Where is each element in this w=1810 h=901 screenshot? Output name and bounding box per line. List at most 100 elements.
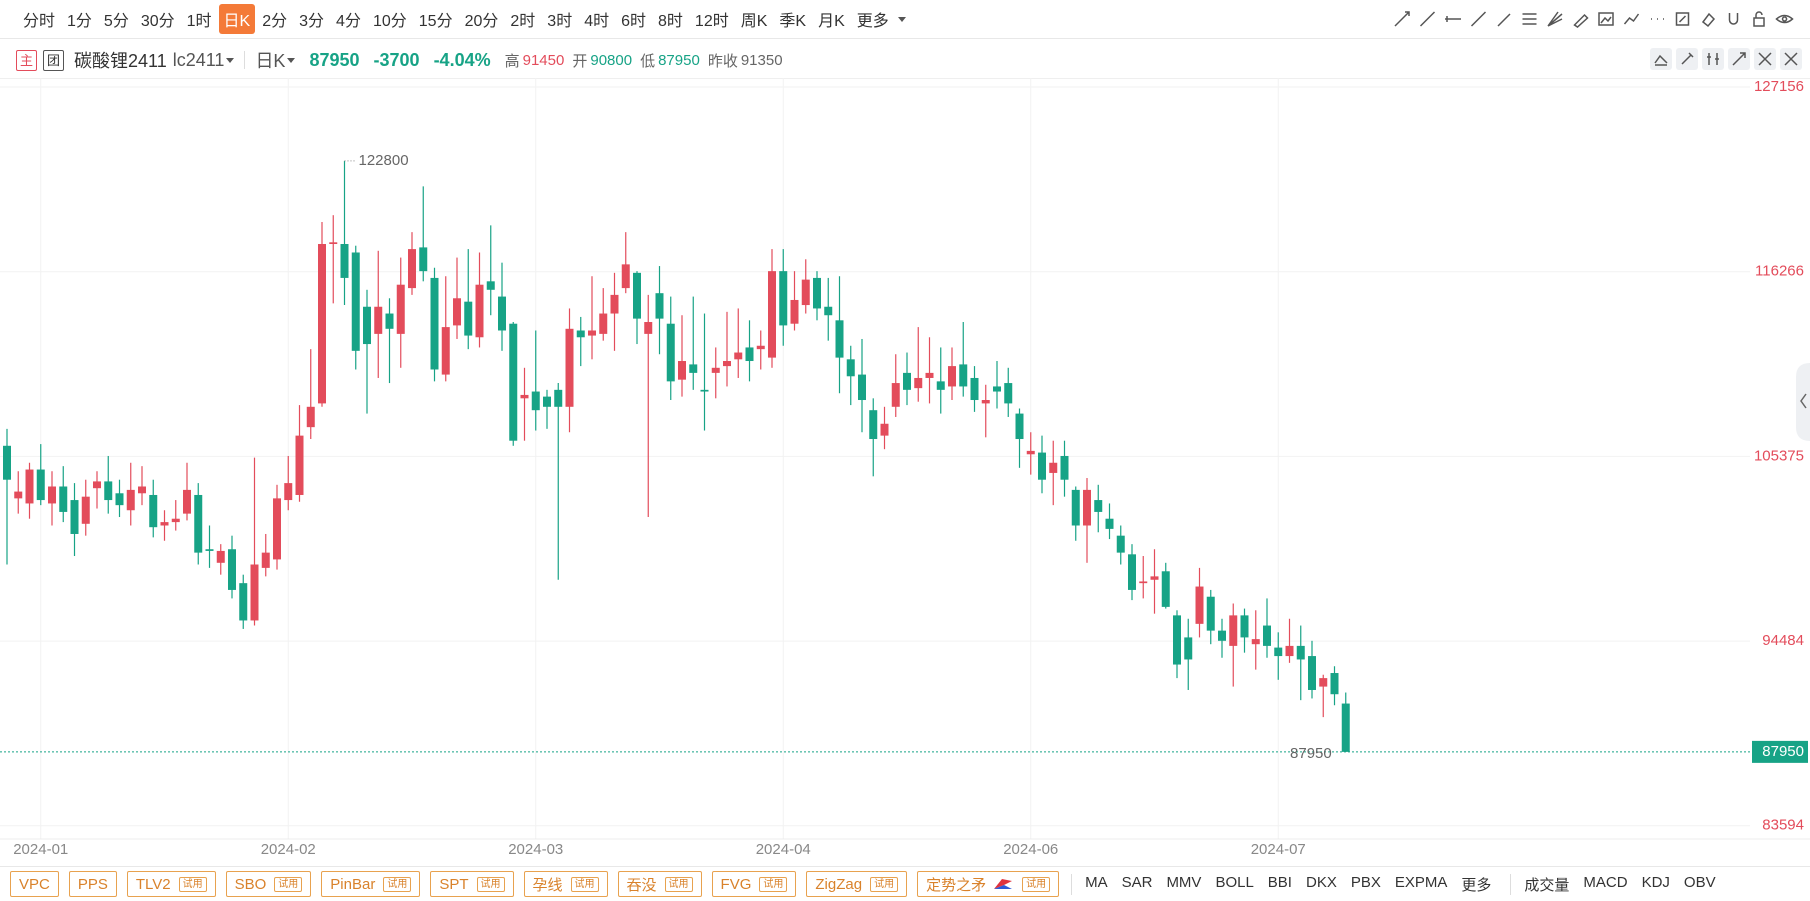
side-collapse-tab[interactable] [1796, 363, 1810, 441]
indicator-button[interactable]: 更多 [1461, 876, 1492, 894]
tool-icon[interactable] [1701, 12, 1716, 28]
tool-icon[interactable] [1675, 12, 1690, 26]
x-tick-label: 2024-06 [1003, 841, 1058, 858]
candle-body [633, 272, 641, 319]
period-button[interactable]: 10分 [372, 13, 407, 30]
study-button[interactable]: 定势之矛 试用 [917, 871, 1060, 897]
period-list: 分时 1分 5分 30分 1时 日K 2分 3分 4分 10分 15分 20分 2时 3时 4时 6时 8时 12… [0, 4, 906, 34]
study-button[interactable]: TLV2 试用 [126, 871, 216, 897]
candle-body [666, 323, 675, 382]
period-button[interactable]: 更多 [856, 13, 889, 30]
indicator-button[interactable]: 成交量 [1524, 876, 1570, 894]
tool-icon[interactable] [1598, 12, 1614, 26]
tool-icon[interactable] [1728, 13, 1739, 25]
period-button[interactable]: 4分 [336, 13, 361, 30]
panel-tool[interactable] [1728, 48, 1750, 70]
candle-body [171, 518, 180, 523]
period-button[interactable]: 20分 [464, 13, 499, 30]
indicator-button[interactable]: BOLL [1215, 873, 1254, 891]
indicator-button[interactable]: OBV [1683, 873, 1716, 891]
period-button[interactable]: 8时 [658, 13, 683, 30]
period-button[interactable]: 日K [218, 4, 256, 34]
period-button[interactable]: 6时 [621, 13, 647, 30]
indicator-button[interactable]: KDJ [1641, 873, 1670, 891]
period-button[interactable]: 5分 [103, 13, 129, 30]
candle-body [183, 489, 191, 514]
panel-tool-bg [1650, 48, 1672, 70]
period[interactable]: 日K [255, 51, 286, 71]
period-button[interactable]: 3分 [299, 13, 325, 30]
candle-body [1015, 413, 1024, 440]
period-button[interactable]: 周K [740, 13, 768, 30]
indicator-button[interactable]: DKX [1305, 873, 1337, 891]
period-button[interactable]: 2分 [262, 13, 288, 30]
period-button[interactable]: 4时 [584, 13, 610, 30]
period-button[interactable]: 12时 [694, 13, 729, 30]
tool-icon[interactable] [1775, 14, 1794, 24]
period-button[interactable]: 季K [779, 13, 807, 30]
period-button[interactable]: 1分 [67, 13, 92, 30]
indicator-button[interactable]: EXPMA [1394, 873, 1448, 891]
period-button[interactable]: 月K [818, 13, 845, 30]
change: -3700 [373, 49, 420, 70]
candle-body [531, 391, 540, 411]
tool-icon[interactable] [1623, 13, 1640, 25]
price-label-bg [1752, 740, 1808, 763]
panel-tool[interactable] [1676, 48, 1698, 70]
panel-tool[interactable] [1702, 48, 1724, 70]
candle-body [340, 244, 349, 278]
tool-icon[interactable] [1547, 11, 1563, 27]
study-name: TLV2 [135, 875, 171, 893]
candle-body [981, 400, 990, 404]
trial-badge: 试用 [274, 876, 303, 892]
tool-icon[interactable] [1497, 13, 1511, 27]
contract-code[interactable]: lc2411 [172, 49, 225, 70]
indicator-button[interactable]: BBI [1267, 873, 1292, 891]
panel-tool[interactable] [1754, 48, 1776, 70]
tool-icon[interactable] [1445, 16, 1461, 22]
period-button[interactable]: 1时 [186, 13, 212, 30]
study-button[interactable]: SBO 试用 [225, 871, 312, 897]
study-button[interactable]: 吞没 试用 [617, 871, 702, 897]
candle-body [81, 496, 90, 524]
period-button[interactable]: 30分 [140, 13, 175, 30]
study-button[interactable]: SPT 试用 [430, 871, 514, 897]
tool-icon[interactable] [1419, 11, 1436, 27]
field-value: 87950 [658, 51, 700, 69]
candle-body [126, 489, 135, 511]
indicator-button[interactable]: SAR [1121, 873, 1153, 891]
indicator-button[interactable]: PBX [1350, 873, 1381, 891]
study-name: PPS [77, 875, 108, 893]
tool-icon[interactable] [1470, 11, 1487, 27]
period-button[interactable]: 2时 [510, 13, 536, 30]
panel-tool-glyph [1681, 52, 1694, 65]
panel-tool[interactable] [1780, 48, 1802, 70]
tool-icon[interactable] [1394, 11, 1410, 27]
study-button[interactable]: PPS [68, 871, 117, 897]
indicator-button[interactable]: MMV [1166, 873, 1202, 891]
study-button[interactable]: PinBar 试用 [321, 871, 421, 897]
tool-glyph [1445, 16, 1461, 22]
main-indicators: MA SAR MMV BOLL BBI DKX PBX EXPMA 更多 [1071, 873, 1498, 895]
candle-body [869, 410, 878, 440]
indicator-button[interactable]: MA [1085, 873, 1108, 891]
candle-body [486, 281, 495, 290]
last-price-tag: 87950 [1290, 745, 1332, 762]
panel-tool-glyph [1707, 53, 1719, 65]
study-button[interactable]: 孕线 试用 [523, 871, 608, 897]
tool-glyph [1470, 11, 1487, 27]
study-button[interactable]: FVG 试用 [711, 871, 797, 897]
tool-icon[interactable] [1573, 13, 1589, 28]
tool-icon[interactable] [1522, 13, 1537, 25]
period-button[interactable]: 3时 [547, 13, 573, 30]
candle-body [1296, 645, 1305, 660]
period-button[interactable]: 分时 [23, 13, 56, 30]
period-button[interactable]: 15分 [418, 13, 453, 30]
candle-body [36, 469, 45, 501]
study-button[interactable]: ZigZag 试用 [806, 871, 908, 897]
study-button[interactable]: VPC [10, 871, 59, 897]
panel-tool[interactable] [1650, 48, 1672, 70]
candle-body [509, 323, 518, 441]
indicator-button[interactable]: MACD [1583, 873, 1628, 891]
tool-icon[interactable] [1753, 11, 1765, 27]
